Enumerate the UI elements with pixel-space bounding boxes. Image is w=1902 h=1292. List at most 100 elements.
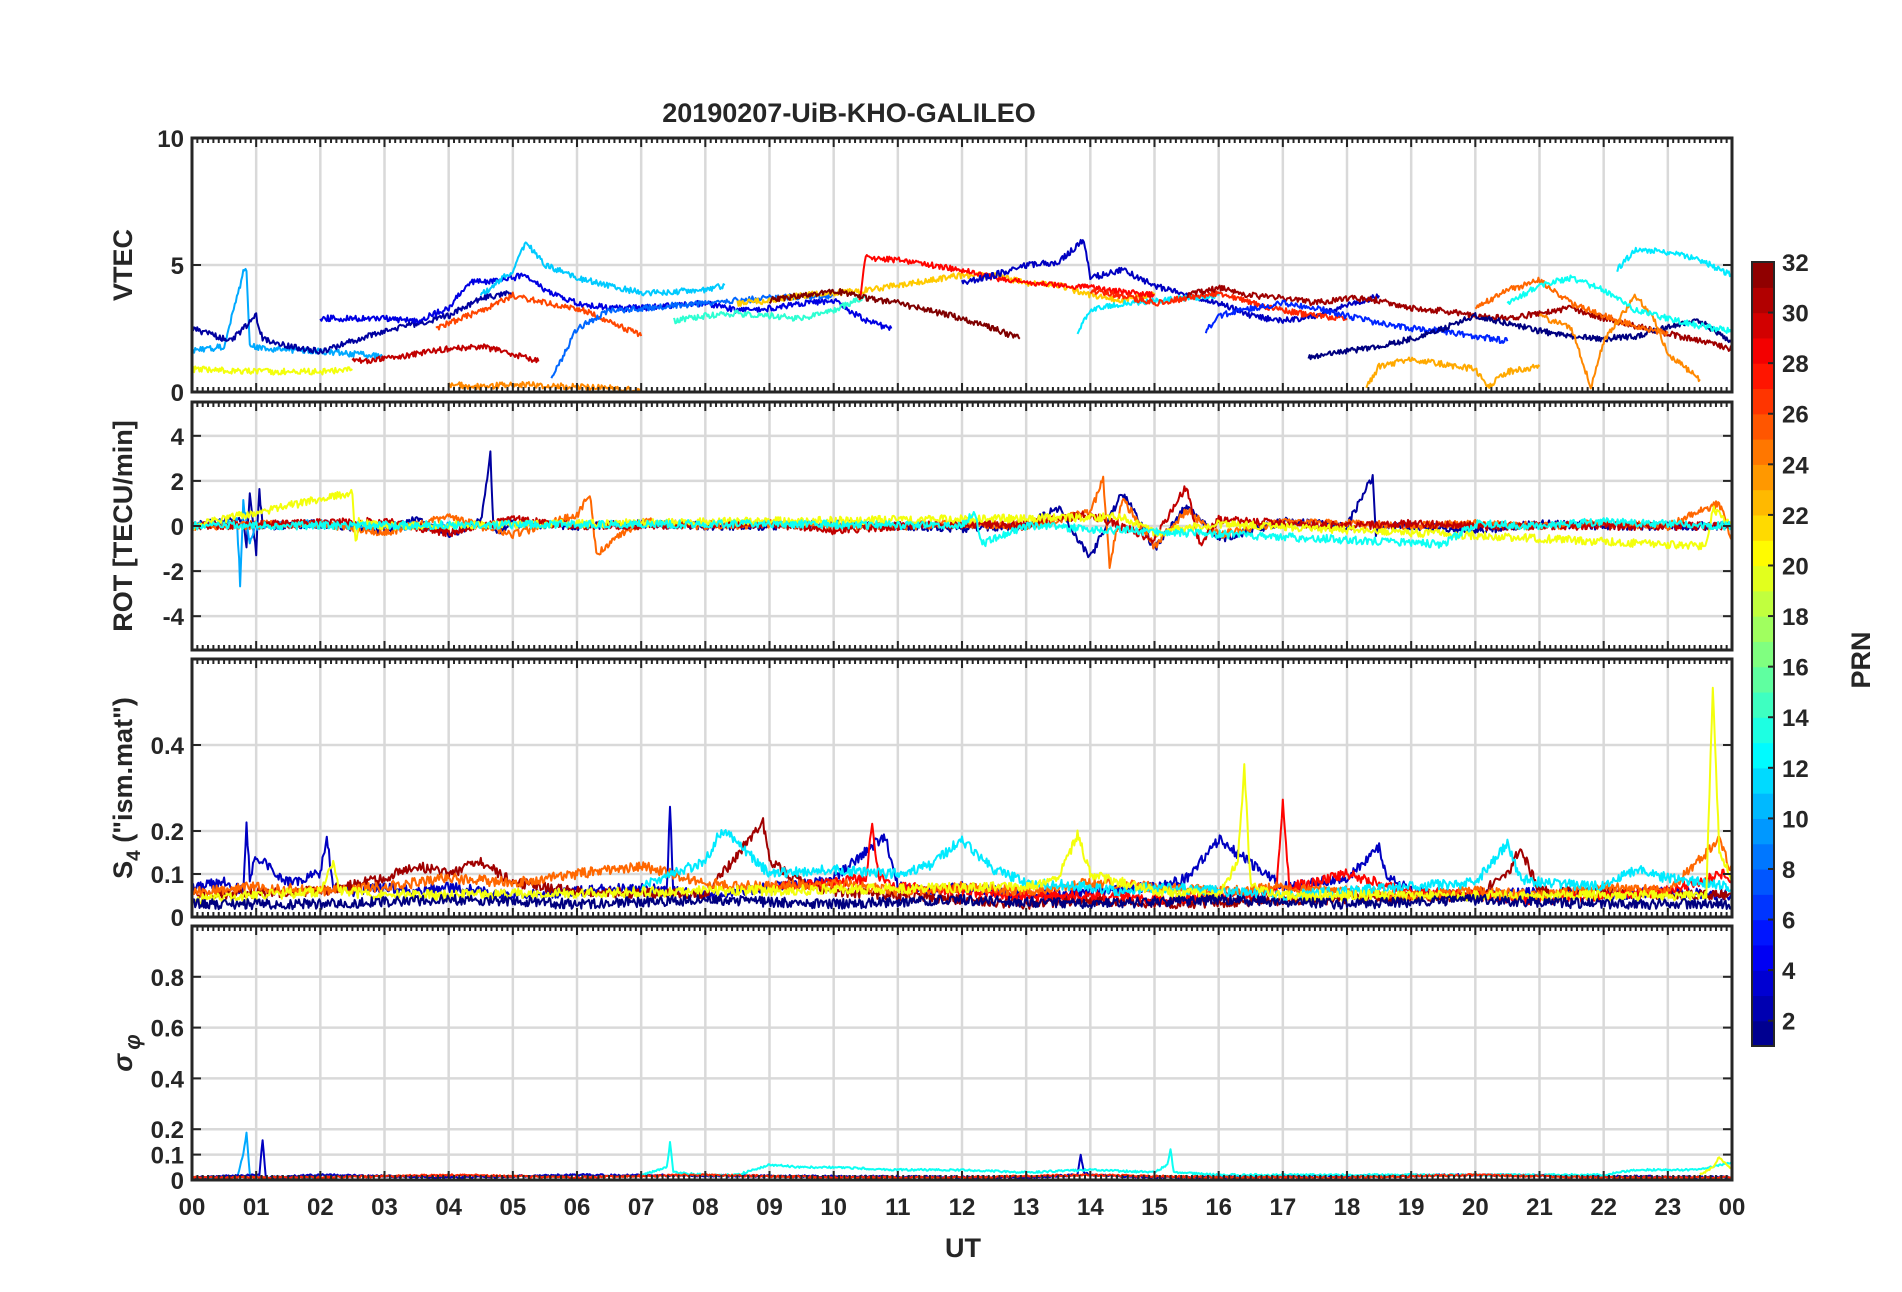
colorbar-bin xyxy=(1752,818,1774,845)
series-line-prn-6 xyxy=(1204,299,1509,344)
x-tick-label: 14 xyxy=(1077,1194,1104,1221)
colorbar-tick-label: 18 xyxy=(1782,604,1809,631)
x-tick-label: 00 xyxy=(1719,1194,1746,1221)
colorbar-bin xyxy=(1752,540,1774,567)
colorbar-tick-label: 10 xyxy=(1782,806,1809,833)
y-tick-label: 0.1 xyxy=(151,862,184,889)
series-line-prn-26 xyxy=(435,291,643,338)
y-tick-label: 2 xyxy=(171,469,184,496)
colorbar-bin xyxy=(1752,995,1774,1022)
y-tick-label: -2 xyxy=(163,559,184,586)
panel-sigma: 00.10.2 0.4 0.6 0.8 σφ 00 01 02 03 04 05 06 07 08 09 10… xyxy=(108,924,1746,1221)
y-tick-label: 5 xyxy=(171,253,184,280)
x-tick-label: 17 xyxy=(1269,1194,1296,1221)
x-tick-label: 21 xyxy=(1526,1194,1553,1221)
y-axis-label-vtec: VTEC xyxy=(108,229,138,301)
x-tick-label: 19 xyxy=(1398,1194,1425,1221)
x-tick-label: 12 xyxy=(949,1194,976,1221)
colorbar-tick-label: 26 xyxy=(1782,402,1809,429)
colorbar-tick-label: 4 xyxy=(1782,958,1796,985)
y-tick-label: 0.4 xyxy=(151,733,185,760)
colorbar-bin xyxy=(1752,641,1774,668)
colorbar-bin xyxy=(1752,590,1774,617)
y-tick-label: 0 xyxy=(171,1168,184,1195)
colorbar-bin xyxy=(1752,312,1774,339)
y-tick-label: 4 xyxy=(171,424,185,451)
y-tick-label: 0 xyxy=(171,380,184,407)
colorbar-bin xyxy=(1752,616,1774,642)
panel-s4: 0 0.1 0.2 0.4S4 ("ism.mat") xyxy=(108,657,1734,932)
series-line-prn-24 xyxy=(1538,293,1701,390)
series-group xyxy=(192,686,1732,911)
colorbar-bin xyxy=(1752,894,1774,921)
series-line-prn-12 xyxy=(1616,246,1732,278)
colorbar-bin xyxy=(1752,944,1774,971)
colorbar-bin xyxy=(1752,717,1774,744)
series-line-prn-20 xyxy=(1699,1156,1732,1176)
series-line-prn-1 xyxy=(192,893,1732,911)
colorbar-tick-label: 22 xyxy=(1782,503,1809,530)
colorbar-bin xyxy=(1752,691,1774,718)
colorbar-tick-label: 24 xyxy=(1782,452,1809,479)
x-tick-label: 02 xyxy=(307,1194,334,1221)
series-line-prn-2 xyxy=(192,290,514,355)
series-line-prn-27 xyxy=(1090,287,1348,322)
colorbar-bin xyxy=(1752,337,1774,364)
colorbar-bin xyxy=(1752,388,1774,415)
series-line-prn-11 xyxy=(479,241,726,297)
x-tick-label: 15 xyxy=(1141,1194,1168,1221)
series-group xyxy=(192,450,1732,588)
y-tick-label: 0.1 xyxy=(151,1143,184,1170)
x-tick-label: 05 xyxy=(499,1194,526,1221)
series-line-prn-25 xyxy=(192,835,1732,902)
colorbar-bin xyxy=(1752,868,1774,895)
colorbar-bin xyxy=(1752,666,1774,693)
colorbar-bin xyxy=(1752,767,1774,794)
colorbar-bin xyxy=(1752,363,1774,390)
colorbar-tick-label: 6 xyxy=(1782,908,1795,935)
y-axis-label-s4: S4 ("ism.mat") xyxy=(108,697,145,879)
y-axis-label-rot: ROT [TECU/min] xyxy=(108,420,138,631)
x-tick-label: 18 xyxy=(1334,1194,1361,1221)
colorbar-tick-label: 16 xyxy=(1782,655,1809,682)
x-tick-label: 10 xyxy=(820,1194,847,1221)
colorbar-bin xyxy=(1752,287,1774,314)
series-line-prn-23 xyxy=(1365,356,1541,389)
colorbar-tick-label: 32 xyxy=(1782,250,1809,277)
series-line-prn-4 xyxy=(319,272,893,331)
y-tick-label: 0 xyxy=(171,905,184,932)
x-tick-label: 01 xyxy=(243,1194,270,1221)
colorbar-label: PRN xyxy=(1846,631,1876,688)
x-tick-label: 06 xyxy=(564,1194,591,1221)
colorbar-tick-label: 14 xyxy=(1782,705,1809,732)
x-tick-label: 13 xyxy=(1013,1194,1040,1221)
colorbar-bin xyxy=(1752,439,1774,465)
x-tick-label: 00 xyxy=(179,1194,206,1221)
colorbar-tick-label: 12 xyxy=(1782,756,1809,783)
colorbar-bin xyxy=(1752,1020,1774,1047)
y-tick-label: 0.4 xyxy=(151,1066,185,1093)
colorbar-bin xyxy=(1752,262,1774,288)
colorbar-tick-label: 8 xyxy=(1782,857,1795,884)
series-line-prn-1 xyxy=(1307,312,1732,361)
x-tick-label: 09 xyxy=(756,1194,783,1221)
x-tick-label: 08 xyxy=(692,1194,719,1221)
x-tick-label: 04 xyxy=(435,1194,462,1221)
x-tick-label: 07 xyxy=(628,1194,655,1221)
series-line-prn-31 xyxy=(1186,284,1732,352)
series-line-prn-14 xyxy=(673,294,867,325)
x-tick-label: 03 xyxy=(371,1194,398,1221)
x-tick-label: 23 xyxy=(1654,1194,1681,1221)
series-line-prn-32 xyxy=(768,288,1021,340)
colorbar-bin xyxy=(1752,843,1774,870)
series-line-prn-12 xyxy=(640,829,1732,902)
y-tick-label: 10 xyxy=(157,126,184,153)
colorbar-tick-label: 20 xyxy=(1782,553,1809,580)
x-tick-label: 16 xyxy=(1205,1194,1232,1221)
y-tick-label: 0.6 xyxy=(151,1016,184,1043)
y-tick-label: 0 xyxy=(171,514,184,541)
x-axis-label: UT xyxy=(945,1233,981,1263)
colorbar-bin xyxy=(1752,565,1774,592)
